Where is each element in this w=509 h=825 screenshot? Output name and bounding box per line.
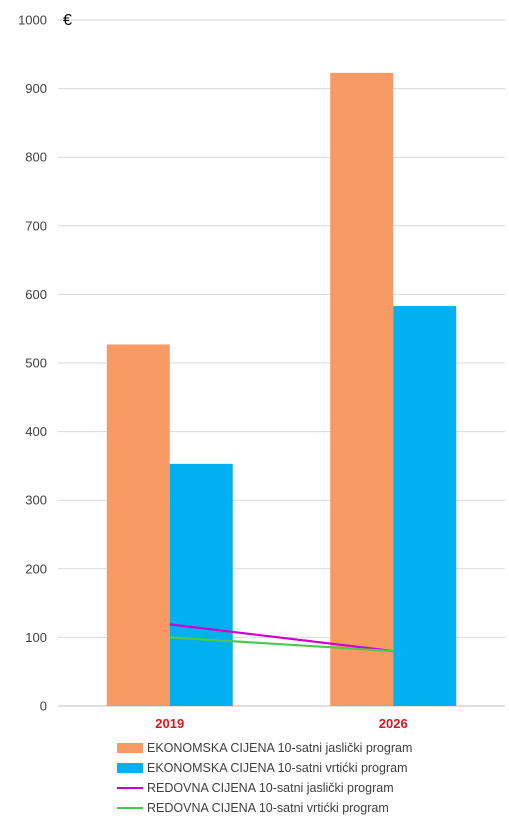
legend-label-2: REDOVNA CIJENA 10-satni jaslički program (147, 781, 394, 795)
bar-series0-2026 (330, 72, 394, 706)
legend-label-3: REDOVNA CIJENA 10-satni vrtićki program (147, 801, 389, 815)
legend-swatch-1 (117, 763, 143, 773)
legend-swatch-2 (117, 787, 143, 789)
bar-series1-2019 (169, 463, 233, 706)
legend-item-1: EKONOMSKA CIJENA 10-satni vrtićki progra… (117, 758, 412, 778)
bar-series0-2019 (106, 344, 170, 706)
line-series2 (169, 623, 394, 653)
category-label-2026: 2026 (379, 716, 408, 731)
y-tick-800: 800 (25, 150, 47, 165)
unit-label: € (63, 12, 72, 29)
y-tick-900: 900 (25, 81, 47, 96)
y-tick-600: 600 (25, 287, 47, 302)
y-tick-labels: 0 100 200 300 400 500 600 700 800 900 1000 (18, 13, 47, 714)
legend-swatch-3 (117, 807, 143, 809)
series-lines (169, 623, 394, 653)
y-tick-1000: 1000 (18, 13, 47, 28)
line-series3 (169, 636, 394, 653)
category-label-2019: 2019 (155, 716, 184, 731)
y-tick-0: 0 (40, 699, 47, 714)
legend-item-3: REDOVNA CIJENA 10-satni vrtićki program (117, 798, 412, 818)
y-tick-300: 300 (25, 493, 47, 508)
category-labels: 2019 2026 (155, 716, 407, 731)
legend: EKONOMSKA CIJENA 10-satni jaslički progr… (117, 738, 412, 818)
y-tick-400: 400 (25, 424, 47, 439)
bar-series1-2026 (393, 306, 457, 706)
bars (106, 72, 457, 706)
legend-label-0: EKONOMSKA CIJENA 10-satni jaslički progr… (147, 741, 413, 755)
y-tick-700: 700 (25, 218, 47, 233)
legend-item-2: REDOVNA CIJENA 10-satni jaslički program (117, 778, 412, 798)
y-tick-200: 200 (25, 561, 47, 576)
y-tick-100: 100 (25, 630, 47, 645)
legend-swatch-0 (117, 743, 143, 753)
chart: 0 100 200 300 400 500 600 700 800 900 1000 2019 202… (18, 12, 505, 731)
legend-label-1: EKONOMSKA CIJENA 10-satni vrtićki progra… (147, 761, 408, 775)
legend-item-0: EKONOMSKA CIJENA 10-satni jaslički progr… (117, 738, 412, 758)
y-tick-500: 500 (25, 356, 47, 371)
